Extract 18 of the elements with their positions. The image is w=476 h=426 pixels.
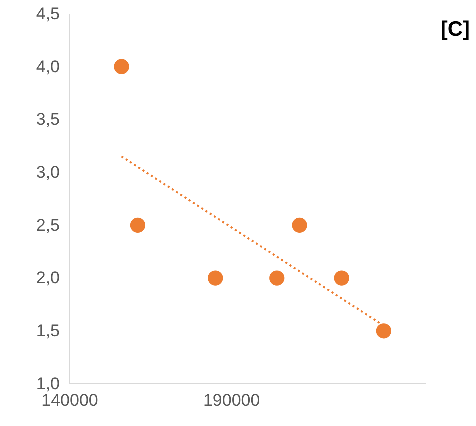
- y-tick-label: 1,5: [36, 322, 60, 341]
- point: [130, 218, 146, 233]
- y-tick-label: 1,0: [36, 374, 60, 394]
- point: [270, 270, 285, 286]
- chart-title: [C]: [440, 18, 470, 41]
- y-tick-label: 3,5: [36, 110, 60, 130]
- x-tick-label: 190000: [203, 391, 260, 410]
- point: [208, 270, 224, 286]
- x-tick-label: 140000: [42, 391, 98, 410]
- point: [114, 59, 130, 74]
- y-tick-label: 4,5: [36, 4, 60, 24]
- y-tick-label: 3,0: [36, 163, 60, 182]
- y-tick-label: 4,0: [36, 57, 60, 76]
- point: [334, 270, 350, 286]
- point: [376, 324, 392, 339]
- y-tick-label: 2,5: [36, 216, 60, 235]
- y-tick-label: 2,0: [36, 268, 60, 288]
- point: [292, 218, 308, 233]
